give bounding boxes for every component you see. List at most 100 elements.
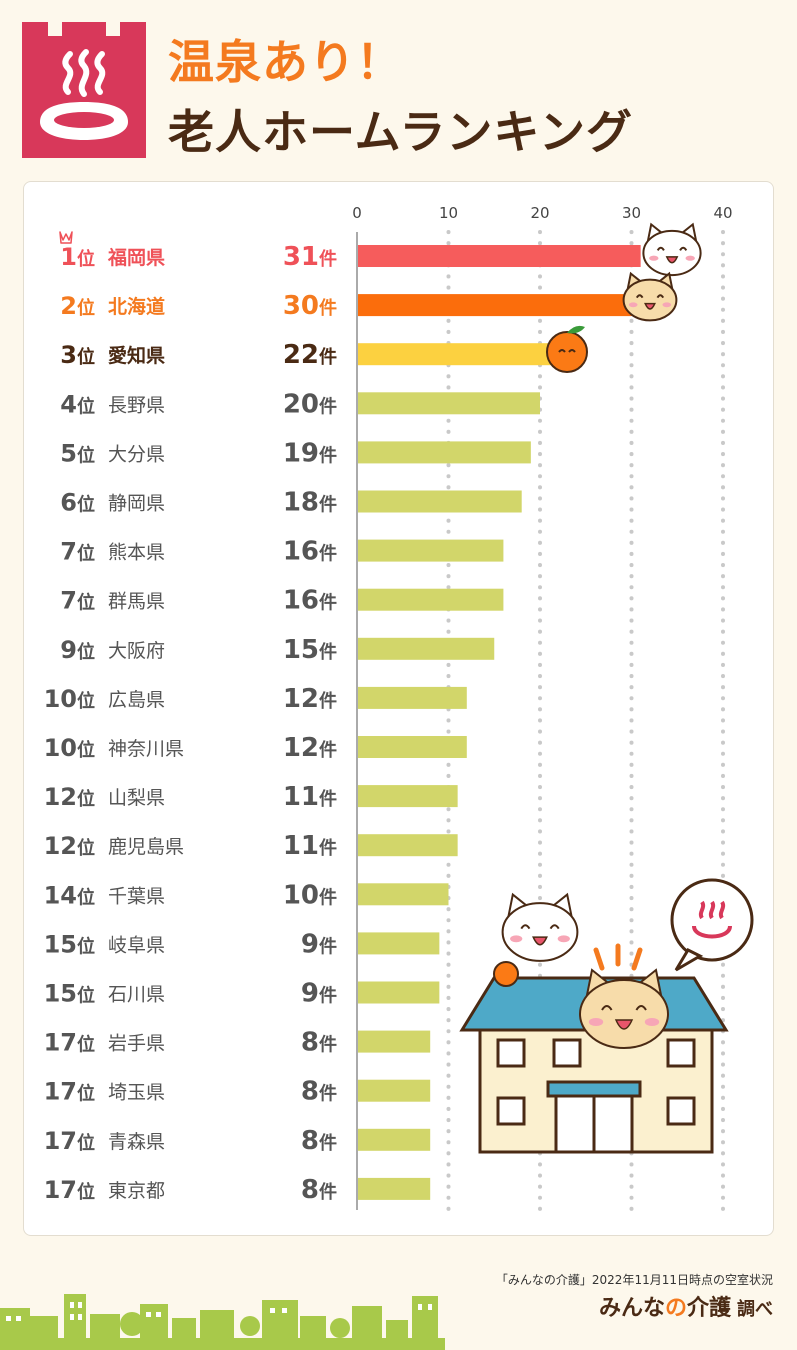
brand-credit: みんなの介護 調べ — [599, 1290, 773, 1322]
value-label: 20件 — [283, 389, 337, 419]
rank-label: 6位 — [60, 489, 95, 517]
prefecture-label: 福岡県 — [107, 246, 165, 269]
bar — [358, 883, 449, 906]
prefecture-label: 石川県 — [108, 984, 165, 1006]
x-tick-label: 20 — [530, 204, 549, 222]
ranking-chart: 0 10 20 30 40 1位 福岡県 31件 2位 北海道 30件 3位 愛知県 22件 4位 長野県 20… — [44, 204, 754, 1212]
rank-label: 14位 — [44, 881, 95, 909]
rank-label: 17位 — [44, 1176, 95, 1204]
crown-icon — [59, 231, 73, 244]
value-label: 18件 — [283, 488, 337, 518]
value-label: 10件 — [283, 880, 337, 910]
house-tabby-cat-icon — [579, 968, 669, 1049]
bar — [358, 392, 540, 415]
prefecture-label: 山梨県 — [108, 787, 165, 809]
value-label: 30件 — [283, 291, 337, 321]
bar — [358, 932, 440, 955]
tabby-cat-icon — [622, 271, 678, 322]
rank-label: 3位 — [60, 341, 95, 369]
bar — [358, 294, 632, 317]
rank-label: 10位 — [44, 685, 95, 713]
rank-label: 12位 — [44, 832, 95, 860]
prefecture-label: 熊本県 — [108, 542, 165, 564]
rank-label: 15位 — [44, 930, 95, 958]
rank-label: 17位 — [44, 1127, 95, 1155]
value-label: 16件 — [283, 537, 337, 567]
bar — [358, 588, 504, 611]
house-calico-cat-icon — [501, 892, 579, 962]
rank-label: 7位 — [60, 538, 95, 566]
prefecture-label: 青森県 — [108, 1131, 165, 1153]
page-title-line2: 老人ホームランキング — [168, 105, 633, 159]
bar — [358, 1177, 431, 1200]
bar — [358, 981, 440, 1004]
value-label: 16件 — [283, 586, 337, 616]
prefecture-label: 静岡県 — [108, 493, 165, 515]
value-label: 22件 — [283, 340, 337, 370]
value-label: 8件 — [301, 1028, 337, 1058]
rank-label: 4位 — [60, 390, 95, 418]
rank-label: 10位 — [44, 734, 95, 762]
bar — [358, 834, 458, 857]
page-title-line1: 温泉あり！ — [168, 35, 403, 89]
brand-suffix: 調べ — [737, 1299, 773, 1320]
prefecture-label: 岩手県 — [108, 1033, 165, 1055]
prefecture-label: 神奈川県 — [108, 738, 184, 760]
value-label: 8件 — [301, 1126, 337, 1156]
prefecture-label: 鹿児島県 — [108, 836, 184, 858]
value-label: 9件 — [301, 979, 337, 1009]
bar — [358, 1079, 431, 1102]
bar — [358, 490, 522, 513]
bar — [358, 539, 504, 562]
rank-label: 17位 — [44, 1029, 95, 1057]
rank-label: 5位 — [60, 439, 95, 467]
bar — [358, 245, 641, 267]
prefecture-label: 千葉県 — [108, 885, 165, 907]
x-tick-label: 0 — [352, 204, 362, 222]
city-skyline-illustration — [0, 1294, 445, 1350]
rank-label: 15位 — [44, 980, 95, 1008]
value-label: 19件 — [283, 438, 337, 468]
calico-cat-icon — [642, 222, 702, 277]
value-label: 12件 — [283, 684, 337, 714]
orange-icon — [546, 325, 588, 373]
bar — [358, 1030, 431, 1053]
prefecture-label: 大阪府 — [108, 640, 165, 662]
bar — [358, 637, 495, 660]
prefecture-label: 東京都 — [108, 1180, 165, 1202]
value-label: 11件 — [283, 782, 337, 812]
rank-label: 7位 — [60, 587, 95, 615]
rank-label: 9位 — [60, 636, 95, 664]
x-tick-label: 10 — [439, 204, 458, 222]
rank-label: 1位 — [60, 243, 95, 271]
prefecture-label: 北海道 — [108, 295, 165, 318]
bar — [358, 736, 467, 758]
value-label: 12件 — [283, 733, 337, 763]
bar — [358, 1128, 431, 1151]
onsen-icon — [22, 22, 146, 158]
x-tick-label: 30 — [622, 204, 641, 222]
value-label: 8件 — [301, 1175, 337, 1205]
rank-label: 12位 — [44, 783, 95, 811]
value-label: 11件 — [283, 831, 337, 861]
source-note: 「みんなの介護」2022年11月11日時点の空室状況 — [495, 1273, 773, 1287]
brand-name-part3: 介護 — [686, 1296, 731, 1321]
bar — [358, 686, 467, 709]
rank-label: 17位 — [44, 1078, 95, 1106]
prefecture-label: 長野県 — [108, 394, 165, 416]
prefecture-label: 愛知県 — [108, 344, 165, 367]
bar — [358, 343, 559, 366]
value-label: 9件 — [301, 929, 337, 959]
x-tick-label: 40 — [713, 204, 732, 222]
bar — [358, 441, 531, 464]
prefecture-label: 埼玉県 — [108, 1082, 165, 1104]
brand-name-part1: みんな — [598, 1296, 665, 1321]
rank-label: 2位 — [60, 292, 95, 320]
value-label: 8件 — [301, 1077, 337, 1107]
prefecture-label: 群馬県 — [108, 591, 165, 613]
prefecture-label: 広島県 — [108, 689, 165, 711]
brand-name-part2: の — [664, 1296, 687, 1321]
value-label: 15件 — [283, 635, 337, 665]
prefecture-label: 大分県 — [108, 443, 165, 465]
value-label: 31件 — [283, 242, 337, 272]
